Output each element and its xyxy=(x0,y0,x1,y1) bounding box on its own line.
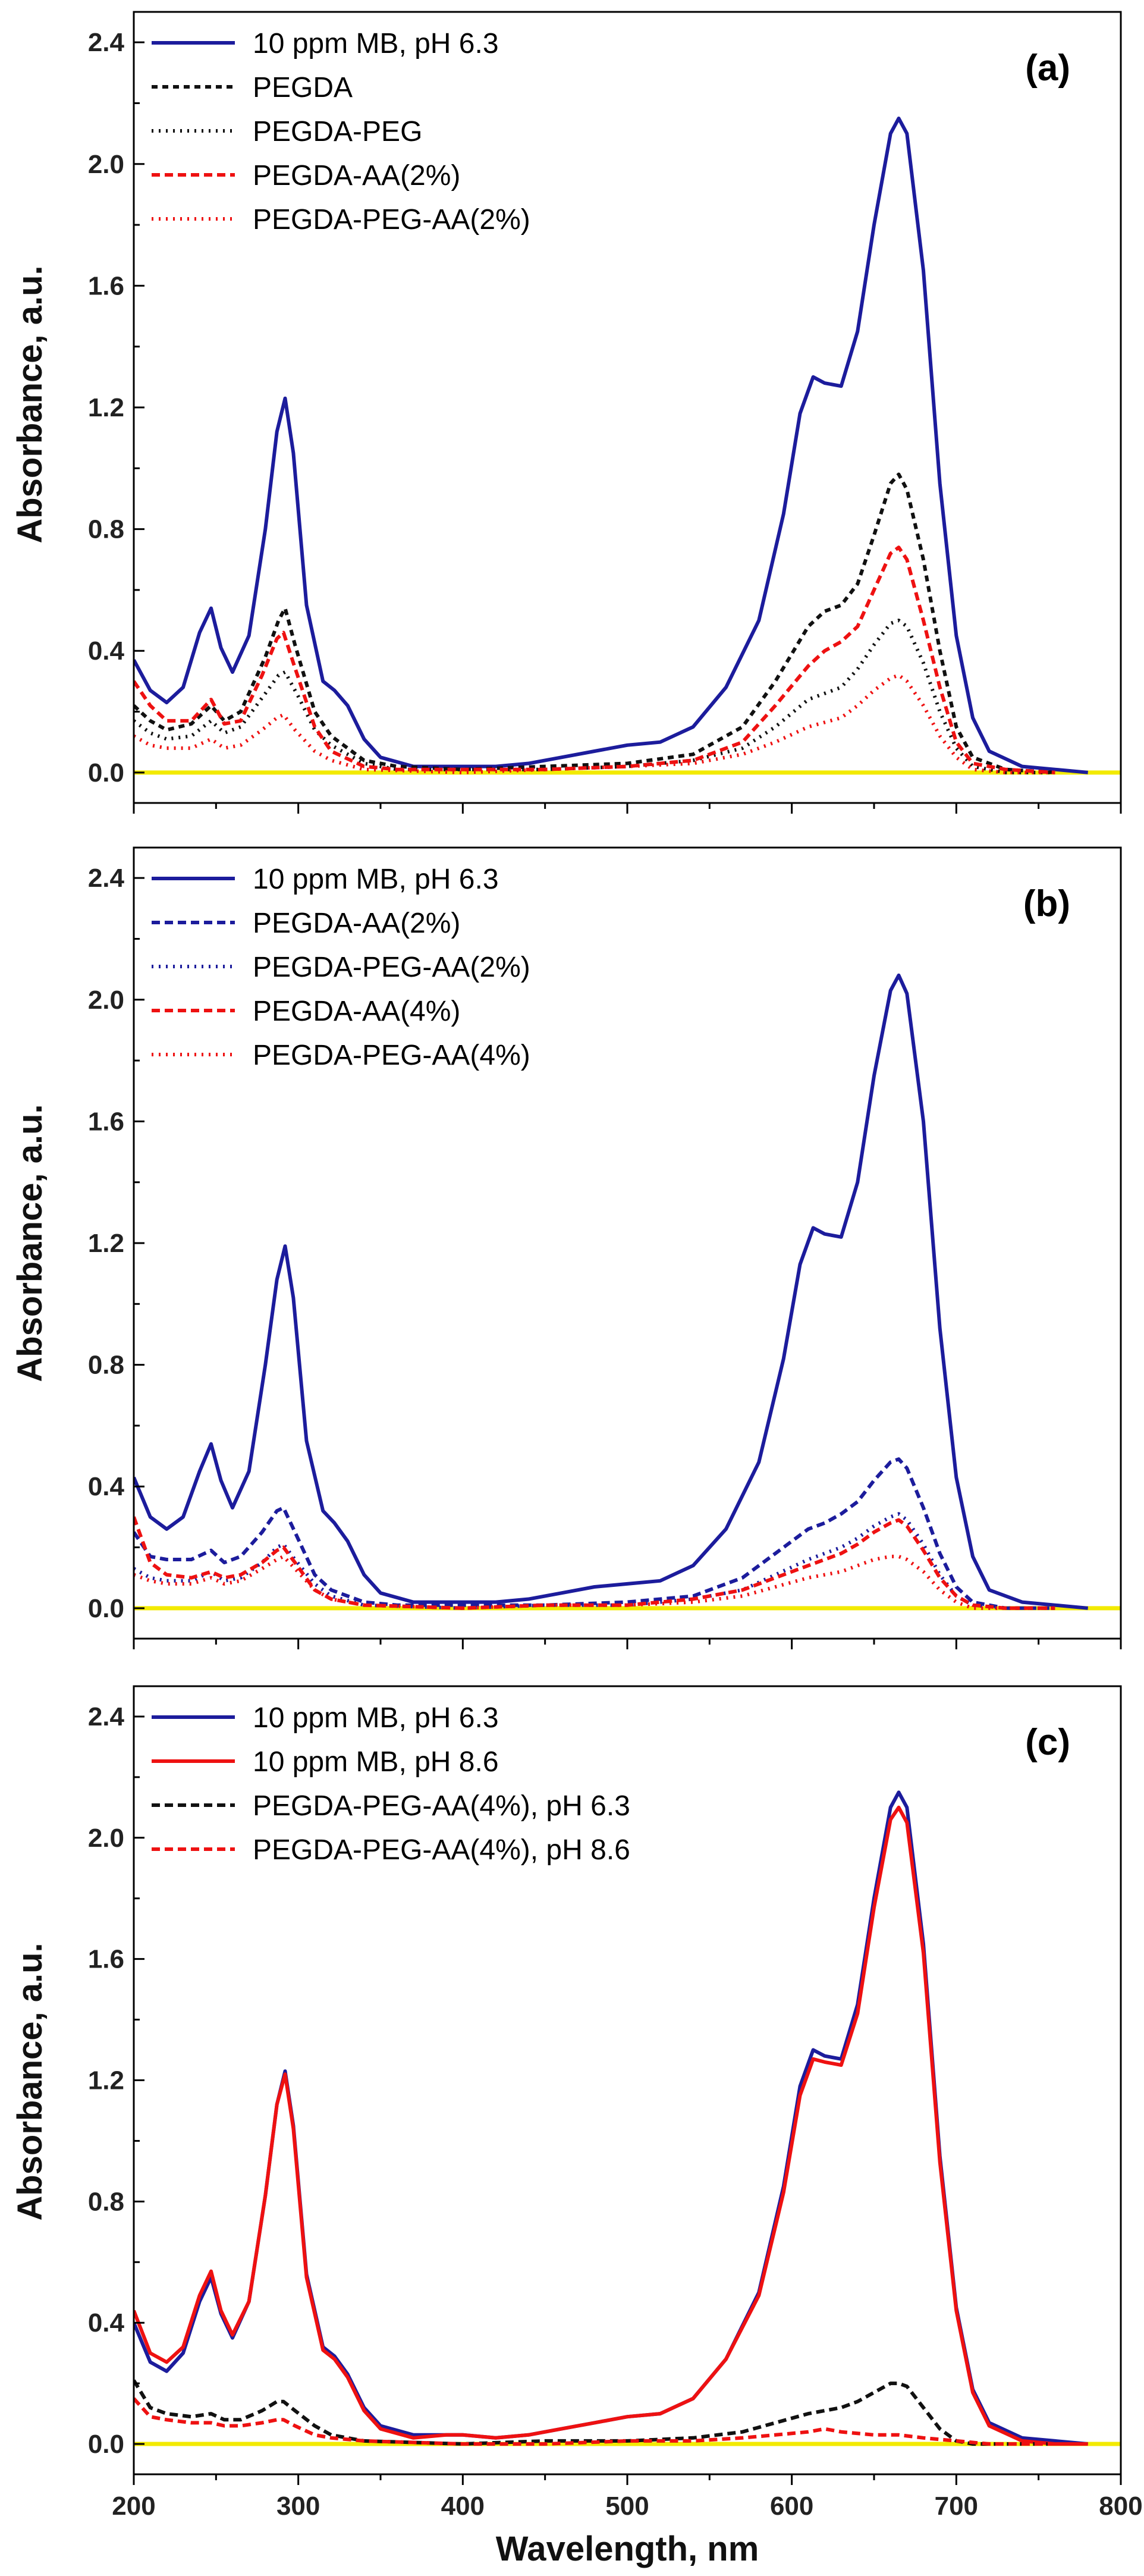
panel-c: 0.0 0.4 0.8 1.2 1.6 2.0 2.4 200 300 400 500 600 700 8… xyxy=(88,1685,1143,2521)
panel-a-legend-label-1: 10 ppm MB, pH 6.3 xyxy=(253,28,499,59)
panel-b-legend-label-1: 10 ppm MB, pH 6.3 xyxy=(253,864,499,895)
x-axis-title: Wavelength, nm xyxy=(496,2530,759,2568)
panel-c-ytick-label-0: 0.0 xyxy=(88,2430,124,2459)
y-axis-title-c: Absorbance, a.u. xyxy=(11,1943,49,2220)
panel-b-ytick-label-0: 0.0 xyxy=(88,1594,124,1623)
panel-c-xtick-label-3: 500 xyxy=(605,2492,649,2521)
panel-c-legend-label-3: PEGDA-PEG-AA(4%), pH 6.3 xyxy=(253,1790,630,1822)
panel-b-legend-label-5: PEGDA-PEG-AA(4%) xyxy=(253,1040,530,1071)
panel-b-series-5-line xyxy=(134,1554,1055,1610)
panel-b-ytick-label-6: 2.4 xyxy=(88,864,125,893)
panel-a-axes: 0.0 0.4 0.8 1.2 1.6 2.0 2.4 xyxy=(88,11,1122,814)
panel-c-ytick-label-2: 0.8 xyxy=(88,2187,124,2216)
panel-a-series-2-line xyxy=(134,472,1055,774)
panel-a-legend-label-2: PEGDA xyxy=(253,72,353,103)
panel-b-ytick-label-4: 1.6 xyxy=(88,1107,124,1136)
panel-b-label: (b) xyxy=(1023,883,1070,924)
panel-b-ytick-label-2: 0.8 xyxy=(88,1351,124,1380)
panel-b-ytick-label-5: 2.0 xyxy=(88,986,124,1015)
panel-b-legend: 10 ppm MB, pH 6.3 PEGDA-AA(2%) PEGDA-PEG-A… xyxy=(152,864,530,1071)
panel-b-series-2-line xyxy=(134,1457,1055,1610)
panel-c-xtick-label-6: 800 xyxy=(1099,2492,1142,2521)
panel-c-axes: 0.0 0.4 0.8 1.2 1.6 2.0 2.4 200 300 400 500 600 700 8… xyxy=(88,1685,1143,2521)
panel-a-legend-label-5: PEGDA-PEG-AA(2%) xyxy=(253,204,530,236)
panel-a-plot-area xyxy=(134,117,1121,775)
panel-b-legend-label-2: PEGDA-AA(2%) xyxy=(253,908,460,939)
panel-a-ytick-label-5: 2.0 xyxy=(88,150,124,179)
panel-c-xtick-label-4: 600 xyxy=(770,2492,813,2521)
panel-b: 0.0 0.4 0.8 1.2 1.6 2.0 2.4 10 ppm MB, pH 6.3 P… xyxy=(88,846,1122,1649)
panel-c-plot-area xyxy=(134,1790,1121,2446)
panel-c-legend-label-2: 10 ppm MB, pH 8.6 xyxy=(253,1746,499,1778)
panel-a-legend-label-4: PEGDA-AA(2%) xyxy=(253,160,460,192)
panel-b-ytick-label-1: 0.4 xyxy=(88,1472,125,1501)
panel-c-label: (c) xyxy=(1025,1722,1070,1763)
panel-c-xtick-label-1: 300 xyxy=(276,2492,320,2521)
panel-c-xtick-label-2: 400 xyxy=(441,2492,485,2521)
panel-a-ytick-label-4: 1.6 xyxy=(88,271,124,300)
panel-b-axes: 0.0 0.4 0.8 1.2 1.6 2.0 2.4 xyxy=(88,846,1122,1649)
panel-c-ytick-label-5: 2.0 xyxy=(88,1824,124,1853)
panel-b-ytick-label-3: 1.2 xyxy=(88,1229,124,1258)
panel-c-ytick-label-1: 0.4 xyxy=(88,2308,125,2337)
panel-c-ytick-label-6: 2.4 xyxy=(88,1702,125,1731)
panel-c-legend-label-4: PEGDA-PEG-AA(4%), pH 8.6 xyxy=(253,1834,630,1866)
panel-c-xtick-label-5: 700 xyxy=(935,2492,978,2521)
panel-c-series-2-line xyxy=(134,1805,1088,2446)
panel-c-ytick-label-3: 1.2 xyxy=(88,2066,124,2095)
panel-a-series-1-line xyxy=(134,117,1088,774)
panel-a-ytick-label-3: 1.2 xyxy=(88,393,124,422)
panel-a-ytick-label-6: 2.4 xyxy=(88,28,125,57)
panel-a-series-4-line xyxy=(134,545,1055,774)
panel-c-legend-label-1: 10 ppm MB, pH 6.3 xyxy=(253,1702,499,1734)
panel-a-label: (a) xyxy=(1025,48,1070,89)
panel-c-legend: 10 ppm MB, pH 6.3 10 ppm MB, pH 8.6 PEGDA-… xyxy=(152,1702,630,1866)
panel-a-ytick-label-2: 0.8 xyxy=(88,515,124,544)
panel-c-series-4-line xyxy=(134,2397,1055,2446)
panel-b-series-4-line xyxy=(134,1516,1055,1610)
panel-a: 0.0 0.4 0.8 1.2 1.6 2.0 2.4 10 ppm MB, pH 6.3 P… xyxy=(88,11,1122,814)
panel-c-ytick-label-4: 1.6 xyxy=(88,1945,124,1974)
panel-c-xtick-label-0: 200 xyxy=(112,2492,155,2521)
y-axis-title-a: Absorbance, a.u. xyxy=(11,265,49,543)
panel-a-series-3-line xyxy=(134,619,1055,774)
panel-b-legend-label-4: PEGDA-AA(4%) xyxy=(253,996,460,1027)
panel-b-series-1-line xyxy=(134,973,1088,1610)
panel-a-legend: 10 ppm MB, pH 6.3 PEGDA PEGDA-PEG PEGDA-AA(… xyxy=(152,28,530,236)
panel-b-legend-label-3: PEGDA-PEG-AA(2%) xyxy=(253,952,530,983)
panel-b-plot-area xyxy=(134,973,1121,1611)
panel-a-ytick-label-1: 0.4 xyxy=(88,636,125,666)
panel-a-ytick-label-0: 0.0 xyxy=(88,758,124,787)
panel-a-legend-label-3: PEGDA-PEG xyxy=(253,116,422,148)
y-axis-title-b: Absorbance, a.u. xyxy=(11,1104,49,1382)
